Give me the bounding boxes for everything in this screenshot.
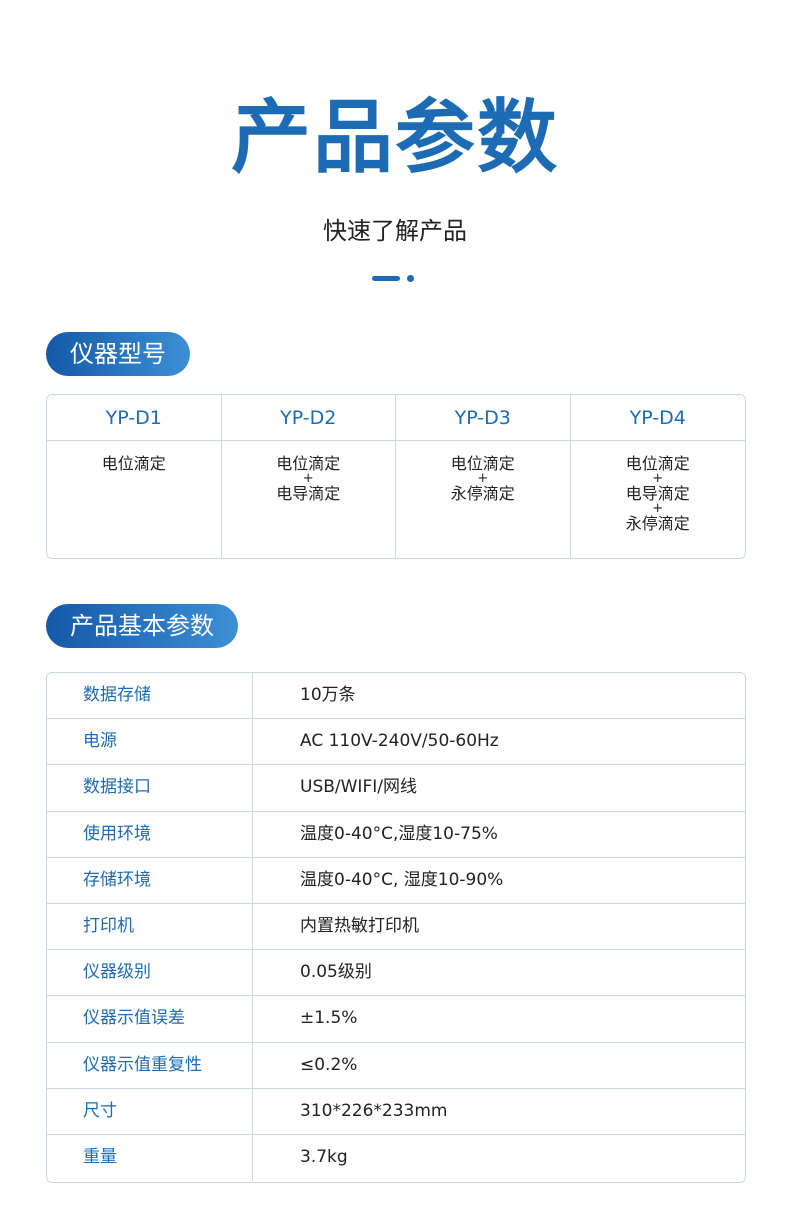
model-features: 电位滴定 + 永停滴定 bbox=[396, 441, 571, 558]
table-row: 重量 3.7kg bbox=[47, 1134, 745, 1182]
model-features: 电位滴定 bbox=[47, 441, 222, 558]
models-table: YP-D1 YP-D2 YP-D3 YP-D4 电位滴定 电位滴定 + 电导滴定 电位滴定 + 永停… bbox=[46, 394, 746, 559]
feature-text: 电导滴定 bbox=[276, 484, 341, 503]
param-value: 温度0-40°C,湿度10-75% bbox=[300, 823, 498, 844]
page-title: 产品参数 bbox=[231, 91, 559, 184]
param-value: 内置热敏打印机 bbox=[300, 915, 419, 936]
table-row: 尺寸 310*226*233mm bbox=[47, 1088, 745, 1135]
feature-text: 电位滴定 bbox=[450, 454, 515, 473]
feature-text: 永停滴定 bbox=[625, 514, 690, 533]
feature-text: 电位滴定 bbox=[276, 454, 341, 473]
table-row: 数据接口 USB/WIFI/网线 bbox=[47, 765, 745, 812]
param-value: 0.05级别 bbox=[300, 962, 372, 983]
table-row: 使用环境 温度0-40°C,湿度10-75% bbox=[47, 811, 745, 858]
section-title-models: 仪器型号 bbox=[46, 332, 190, 376]
table-row: 电源 AC 110V-240V/50-60Hz bbox=[47, 719, 745, 766]
param-label: 存储环境 bbox=[47, 857, 253, 903]
feature-text: 电位滴定 bbox=[625, 454, 690, 473]
param-value: USB/WIFI/网线 bbox=[300, 777, 417, 798]
param-value: 3.7kg bbox=[300, 1146, 348, 1167]
table-row: 仪器示值误差 ±1.5% bbox=[47, 996, 745, 1043]
page-subtitle: 快速了解产品 bbox=[323, 217, 467, 245]
plus-sign: + bbox=[652, 471, 664, 486]
param-value: AC 110V-240V/50-60Hz bbox=[300, 731, 499, 752]
params-table: 数据存储 10万条电源 AC 110V-240V/50-60Hz 数据接口 USB/WI… bbox=[46, 672, 746, 1183]
param-label: 仪器示值重复性 bbox=[47, 1042, 253, 1088]
model-header: YP-D3 bbox=[396, 395, 571, 441]
model-header: YP-D2 bbox=[221, 395, 396, 441]
section-title-params: 产品基本参数 bbox=[46, 604, 238, 648]
model-header: YP-D1 bbox=[47, 395, 222, 441]
plus-sign: + bbox=[477, 471, 489, 486]
table-row: 数据存储 10万条 bbox=[47, 673, 745, 720]
param-value: 温度0-40°C, 湿度10-90% bbox=[300, 869, 504, 890]
param-label: 重量 bbox=[47, 1134, 253, 1182]
model-features: 电位滴定 + 电导滴定 + 永停滴定 bbox=[571, 441, 746, 558]
param-value: 10万条 bbox=[300, 685, 356, 705]
table-row: 打印机 内置热敏打印机 bbox=[47, 903, 745, 951]
param-label: 仪器级别 bbox=[47, 950, 253, 996]
table-row: 仪器级别 0.05级别 bbox=[47, 950, 745, 997]
table-row: 仪器示值重复性 ≤0.2% bbox=[47, 1042, 745, 1089]
param-label: 数据存储 bbox=[47, 673, 253, 719]
feature-text: 电位滴定 bbox=[101, 454, 166, 473]
feature-text: 永停滴定 bbox=[450, 484, 515, 503]
model-features: 电位滴定 + 电导滴定 bbox=[222, 441, 396, 558]
model-header: YP-D4 bbox=[570, 395, 745, 441]
divider-dash bbox=[372, 276, 400, 281]
param-label: 数据接口 bbox=[47, 765, 253, 811]
divider-dot bbox=[407, 275, 414, 282]
param-value: ±1.5% bbox=[300, 1008, 358, 1029]
param-value: ≤0.2% bbox=[300, 1054, 358, 1075]
param-label: 打印机 bbox=[47, 903, 253, 950]
param-value: 310*226*233mm bbox=[300, 1100, 448, 1121]
table-row: 存储环境 温度0-40°C, 湿度10-90% bbox=[47, 857, 745, 904]
param-label: 电源 bbox=[47, 719, 253, 765]
param-label: 尺寸 bbox=[47, 1088, 253, 1134]
plus-sign: + bbox=[302, 471, 314, 486]
feature-text: 电导滴定 bbox=[625, 484, 690, 503]
param-label: 使用环境 bbox=[47, 811, 253, 857]
param-label: 仪器示值误差 bbox=[47, 996, 253, 1042]
plus-sign: + bbox=[652, 501, 664, 516]
